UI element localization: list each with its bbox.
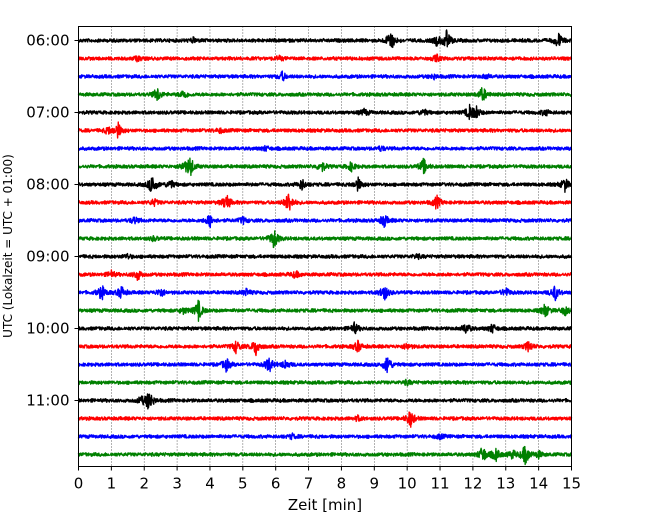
x-tick-label-4: 4 <box>205 475 215 493</box>
trace-0900 <box>77 252 573 261</box>
grid-lines <box>111 26 539 467</box>
trace-0815 <box>78 193 573 211</box>
x-tick-label-7: 7 <box>304 475 314 493</box>
trace-0730 <box>78 144 573 153</box>
trace-0700 <box>77 103 573 121</box>
x-axis-ticks: 0 1 2 3 4 5 6 7 8 9 10 11 12 13 14 15 <box>74 466 581 493</box>
x-tick-label-13: 13 <box>496 475 515 493</box>
trace-0930 <box>77 285 573 302</box>
y-tick-label-1000: 10:00 <box>26 320 69 338</box>
x-tick-label-2: 2 <box>139 475 149 493</box>
x-tick-label-1: 1 <box>107 475 117 493</box>
y-tick-label-0600: 06:00 <box>26 32 69 50</box>
x-tick-label-6: 6 <box>271 475 281 493</box>
trace-0830 <box>77 215 573 229</box>
trace-1115 <box>77 411 573 428</box>
y-tick-label-0800: 08:00 <box>26 176 69 194</box>
y-axis-label: UTC (Lokalzeit = UTC + 01:00) <box>1 154 15 338</box>
x-tick-label-0: 0 <box>74 475 84 493</box>
trace-0845 <box>77 230 573 249</box>
x-tick-label-8: 8 <box>337 475 347 493</box>
y-tick-label-0700: 07:00 <box>26 104 69 122</box>
trace-1130 <box>77 432 573 441</box>
x-axis-label: Zeit [min] <box>288 496 362 514</box>
trace-0800 <box>77 176 573 193</box>
trace-1030 <box>78 357 572 374</box>
x-tick-label-12: 12 <box>463 475 482 493</box>
trace-0945 <box>77 299 572 322</box>
y-tick-label-0900: 09:00 <box>26 248 69 266</box>
trace-1145 <box>77 445 573 466</box>
x-tick-label-10: 10 <box>398 475 417 493</box>
trace-0600 <box>77 29 572 49</box>
trace-1100 <box>78 393 573 410</box>
x-tick-label-11: 11 <box>430 475 449 493</box>
trace-1000 <box>77 321 573 335</box>
trace-1015 <box>77 339 573 357</box>
trace-0745 <box>78 157 573 177</box>
trace-1045 <box>77 378 572 387</box>
plot-frame <box>78 26 572 467</box>
y-axis-ticks: 06:00 07:00 08:00 09:00 10:00 11:00 <box>26 32 79 410</box>
trace-0645 <box>77 87 573 102</box>
trace-0915 <box>77 269 573 281</box>
x-tick-label-3: 3 <box>172 475 182 493</box>
x-tick-label-5: 5 <box>238 475 248 493</box>
y-tick-label-1100: 11:00 <box>26 392 69 410</box>
x-tick-label-14: 14 <box>529 475 548 493</box>
trace-0715 <box>77 121 573 139</box>
trace-0615 <box>77 53 573 63</box>
trace-layer <box>77 29 573 466</box>
x-tick-label-9: 9 <box>370 475 380 493</box>
x-tick-label-15: 15 <box>562 475 581 493</box>
trace-0630 <box>77 70 573 82</box>
